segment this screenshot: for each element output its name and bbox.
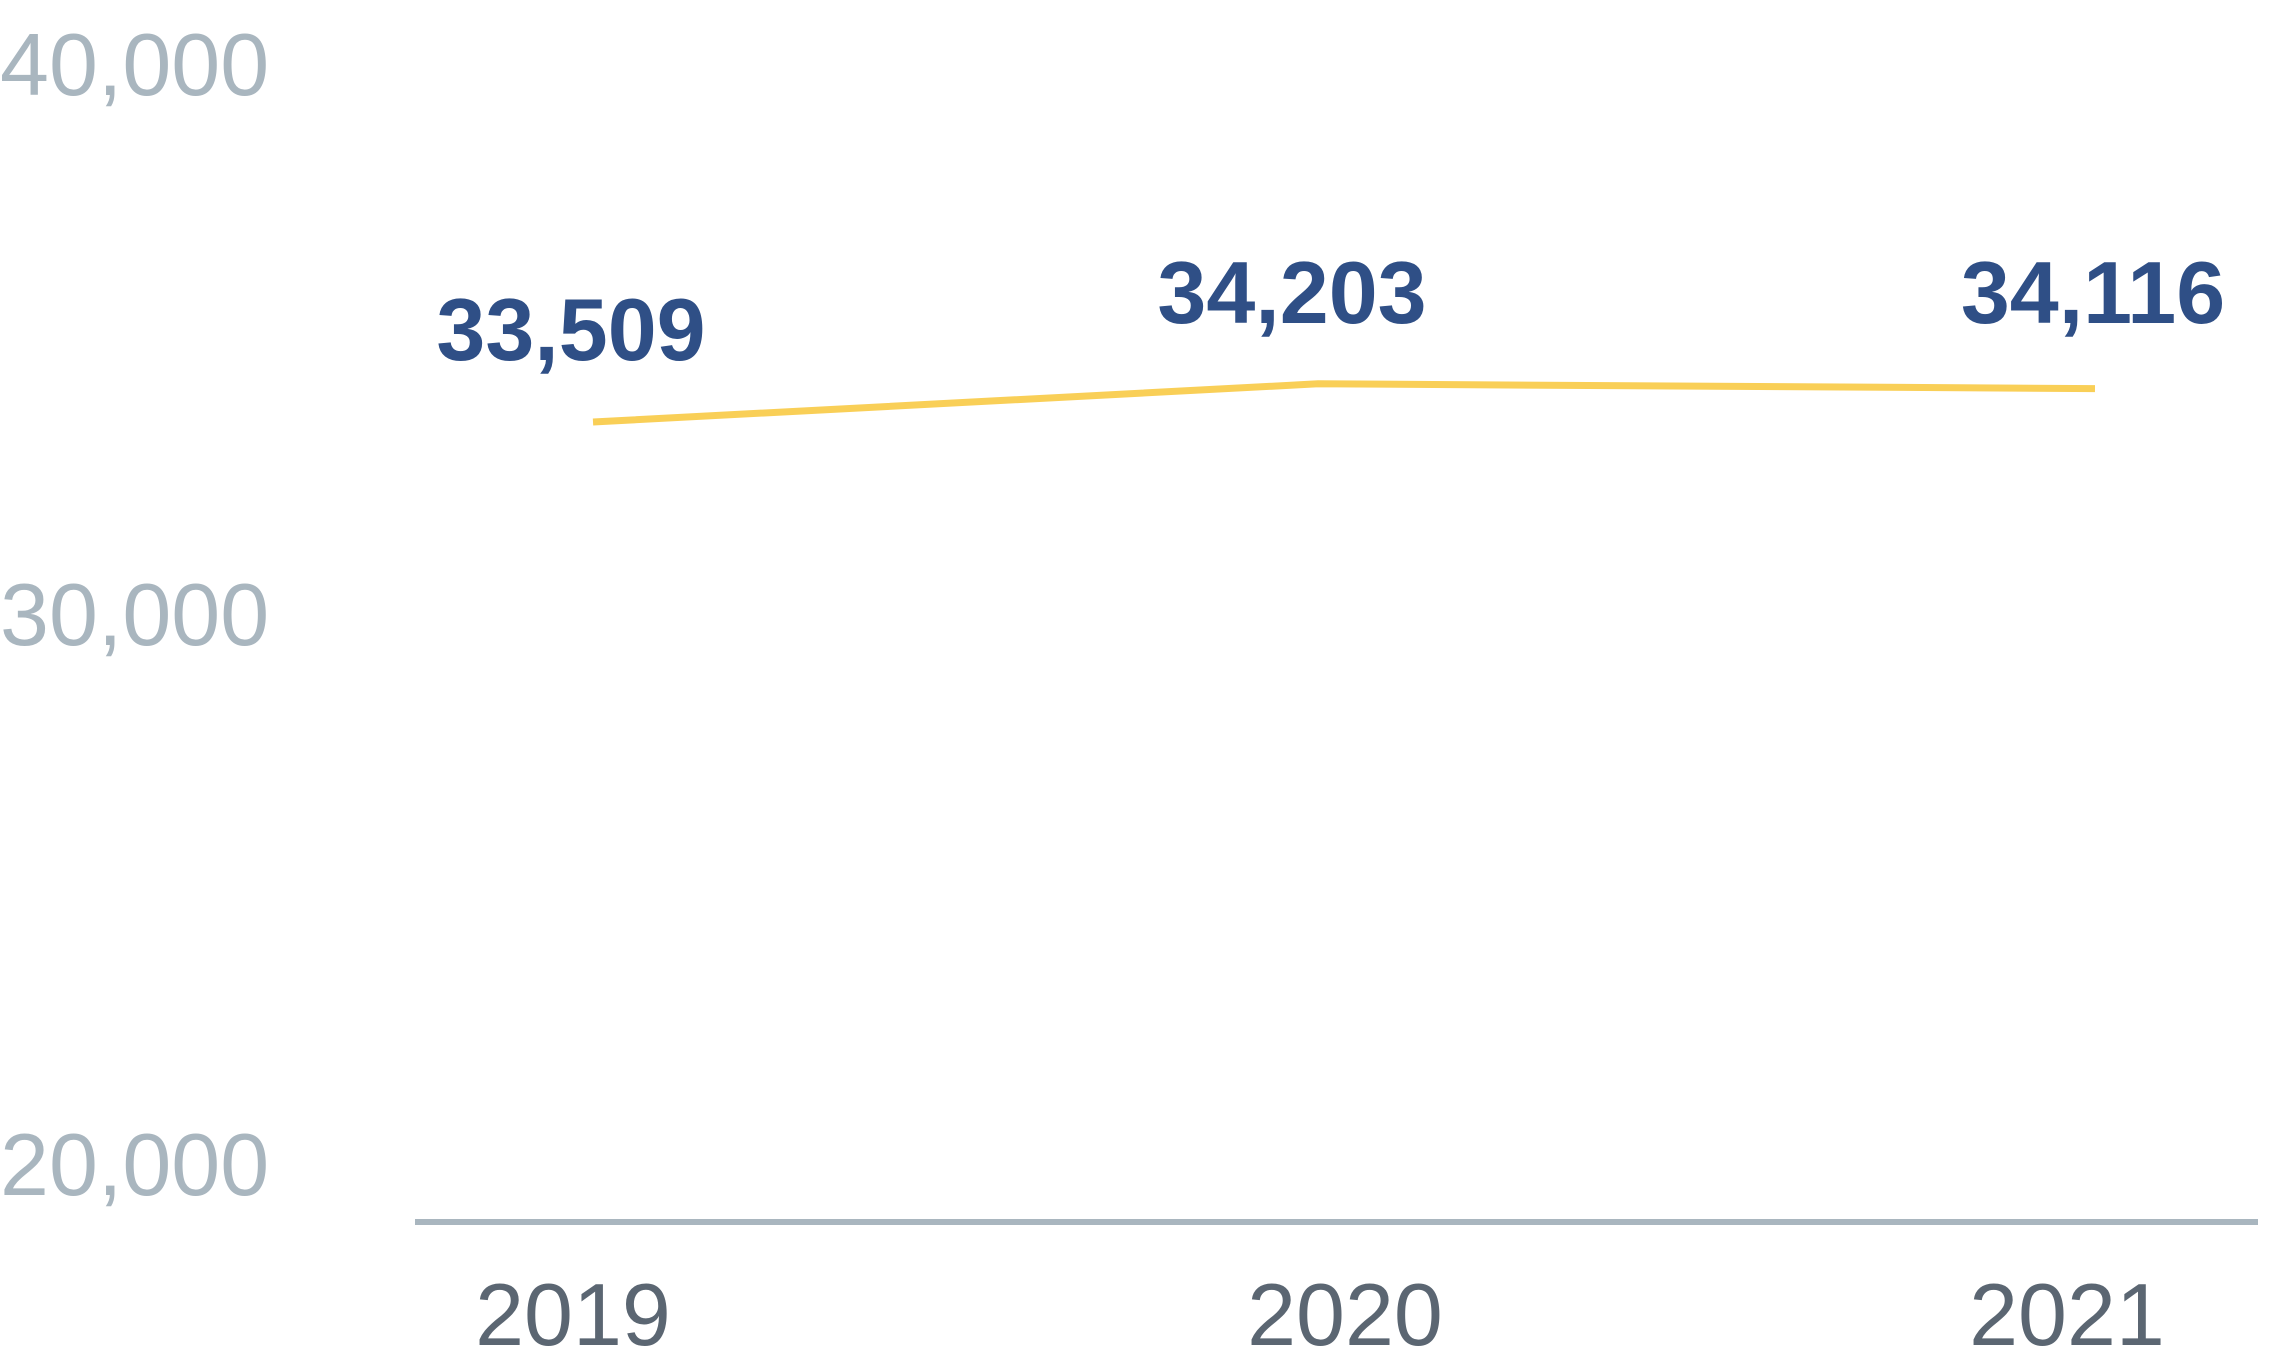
data-label: 33,509 [436, 280, 705, 379]
data-label: 34,116 [1961, 243, 2225, 342]
x-tick-label: 2019 [475, 1265, 671, 1364]
y-tick-label: 30,000 [0, 565, 269, 664]
data-label: 34,203 [1157, 243, 1426, 342]
y-axis-ticks: 40,000 30,000 20,000 [0, 15, 269, 1214]
y-tick-label: 20,000 [0, 1115, 269, 1214]
series-line [592, 380, 2096, 426]
x-axis-ticks: 2019 2020 2021 [475, 1265, 2165, 1364]
x-tick-label: 2021 [1969, 1265, 2165, 1364]
data-labels: 33,509 34,203 34,116 [436, 243, 2225, 379]
y-tick-label: 40,000 [0, 15, 269, 114]
x-tick-label: 2020 [1247, 1265, 1443, 1364]
